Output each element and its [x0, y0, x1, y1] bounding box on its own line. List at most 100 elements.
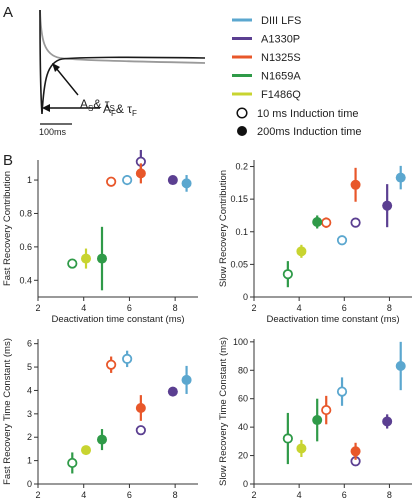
data-point-3-0: [336, 386, 348, 397]
x-axis-label-0: Deactivation time constant (ms): [51, 314, 184, 325]
data-point-0-5: [135, 168, 146, 179]
x-tick-label-0-0: 2: [35, 303, 40, 313]
trace-inset: AS& τS AF& τF 100ms: [39, 9, 206, 137]
x-tick-label-2-0: 2: [35, 490, 40, 500]
y-axis-label-3: Slow Recovery Time Constant (ms): [218, 337, 229, 486]
legend-filled-marker: [237, 126, 247, 136]
data-point-1-0: [336, 235, 348, 246]
data-point-1-4: [321, 217, 332, 228]
data-point-0-1: [181, 178, 192, 189]
y-tick-label-1-4: 0.2: [235, 162, 248, 172]
y-tick-label-2-5: 5: [27, 362, 32, 372]
y-tick-label-1-2: 0.1: [235, 227, 248, 237]
y-axis-label-2: Fast Recovery Time Constant (ms): [2, 338, 13, 485]
legend-label-4: F1486Q: [261, 89, 301, 101]
data-point-3-7: [312, 415, 323, 426]
y-tick-label-2-0: 0: [27, 479, 32, 489]
y-tick-label-3-1: 20: [238, 451, 248, 461]
data-point-3-4: [321, 404, 332, 416]
x-tick-label-2-1: 4: [81, 490, 86, 500]
y-tick-label-2-3: 3: [27, 409, 32, 419]
data-point-3-1: [395, 361, 406, 372]
data-point-1-7: [312, 216, 323, 227]
y-tick-label-2-4: 4: [27, 385, 32, 395]
legend-filled-label: 200ms Induction time: [257, 126, 362, 138]
data-point-3-3: [382, 416, 393, 427]
fast-annotation: AF& τF: [103, 102, 137, 118]
scale-bar-label: 100ms: [39, 127, 67, 137]
x-tick-label-2-2: 6: [127, 490, 132, 500]
panel-b-label: B: [3, 152, 13, 169]
data-point-1-8: [296, 246, 307, 257]
data-point-2-3: [167, 386, 178, 397]
x-tick-label-1-0: 2: [251, 303, 256, 313]
trace-fast: [39, 9, 206, 115]
data-point-2-2: [135, 425, 146, 436]
legend-label-2: N1325S: [261, 52, 301, 64]
data-point-1-6: [282, 269, 293, 280]
y-tick-label-3-0: 0: [243, 479, 248, 489]
legend-open-marker: [236, 107, 248, 119]
y-tick-label-1-3: 0.15: [230, 194, 248, 204]
data-point-2-0: [122, 353, 133, 364]
legend-label-3: N1659A: [261, 71, 301, 83]
slow-arrow: [55, 67, 79, 96]
y-axis-label-0: Fast Recovery Contribution: [2, 171, 13, 286]
y-tick-label-0-1: 0.6: [19, 242, 32, 252]
legend-label-1: A1330P: [261, 34, 300, 46]
x-tick-label-3-3: 8: [387, 490, 392, 500]
data-point-0-7: [97, 253, 107, 264]
panel-a-label: A: [3, 4, 13, 21]
trace-slow: [39, 9, 206, 64]
y-tick-label-3-3: 60: [238, 394, 248, 404]
data-point-1-1: [395, 172, 406, 183]
data-point-0-0: [122, 174, 133, 186]
data-point-3-6: [282, 433, 293, 444]
y-tick-label-3-4: 80: [238, 365, 248, 375]
slow-arrow-head: [52, 63, 60, 72]
y-tick-label-2-1: 1: [27, 456, 32, 466]
y-tick-label-0-2: 0.8: [19, 208, 32, 218]
x-tick-label-3-1: 4: [297, 490, 302, 500]
x-tick-label-0-2: 6: [127, 303, 132, 313]
y-tick-label-1-1: 0.05: [230, 259, 248, 269]
x-tick-label-1-1: 4: [297, 303, 302, 313]
y-tick-label-3-2: 40: [238, 422, 248, 432]
x-tick-label-3-0: 2: [251, 490, 256, 500]
x-tick-label-1-2: 6: [342, 303, 347, 313]
chart-3: 0204060801002468Deactivation time consta…: [218, 337, 412, 500]
data-point-2-8: [81, 445, 91, 456]
y-tick-label-2-2: 2: [27, 432, 32, 442]
y-tick-label-0-0: 0.4: [19, 275, 32, 285]
data-point-0-3: [167, 175, 178, 186]
data-point-2-5: [135, 402, 146, 413]
data-point-0-6: [67, 258, 78, 269]
y-axis-label-1: Slow Recovery Contribution: [218, 170, 229, 287]
data-point-0-8: [81, 253, 91, 264]
data-point-2-4: [106, 359, 117, 370]
data-point-1-5: [350, 179, 361, 190]
data-point-1-3: [382, 200, 393, 211]
data-point-3-8: [296, 443, 307, 454]
x-tick-label-0-1: 4: [81, 303, 86, 313]
x-axis-label-1: Deactivation time constant (ms): [266, 314, 399, 325]
y-tick-label-1-0: 0: [243, 292, 248, 302]
x-tick-label-2-3: 8: [173, 490, 178, 500]
y-tick-label-3-5: 100: [233, 337, 248, 347]
chart-2: 01234562468Deactivation time constant (m…: [2, 338, 198, 500]
x-tick-label-1-3: 8: [387, 303, 392, 313]
legend-open-label: 10 ms Induction time: [257, 108, 359, 120]
x-tick-label-0-3: 8: [173, 303, 178, 313]
y-tick-label-0-3: 1: [27, 175, 32, 185]
x-tick-label-3-2: 6: [342, 490, 347, 500]
data-point-2-7: [97, 434, 107, 445]
data-point-0-4: [106, 176, 117, 187]
y-tick-label-2-6: 6: [27, 339, 32, 349]
data-point-2-1: [181, 374, 192, 385]
data-point-3-5: [350, 446, 361, 457]
fast-arrow-head: [42, 104, 50, 112]
